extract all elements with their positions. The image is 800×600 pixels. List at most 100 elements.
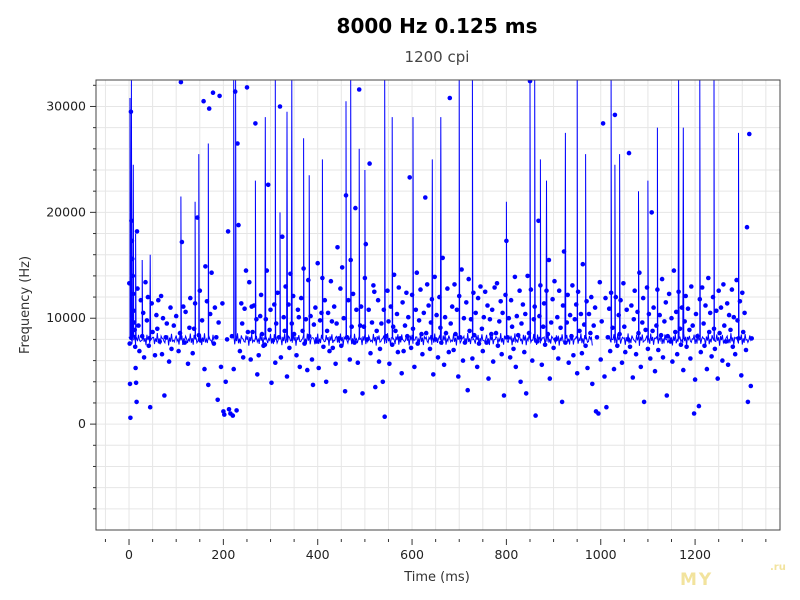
data-point <box>313 305 318 310</box>
data-point <box>139 333 145 339</box>
data-point <box>476 341 482 346</box>
data-point <box>150 329 155 335</box>
data-point <box>729 287 735 292</box>
data-point <box>138 297 144 303</box>
data-point <box>546 257 552 263</box>
data-point <box>410 326 416 332</box>
data-point <box>571 353 576 358</box>
data-point <box>490 359 496 364</box>
data-point <box>651 305 656 310</box>
data-point <box>585 365 590 371</box>
data-point <box>652 368 658 374</box>
data-point <box>706 329 712 335</box>
data-point <box>670 359 675 364</box>
data-point <box>526 330 532 336</box>
data-point <box>226 407 232 412</box>
data-point <box>688 356 693 361</box>
data-point <box>512 274 518 280</box>
data-point <box>196 332 202 338</box>
data-point <box>290 293 296 299</box>
data-point <box>668 339 673 344</box>
data-point <box>128 415 133 421</box>
data-point <box>699 285 705 290</box>
data-point <box>146 343 152 349</box>
data-point <box>330 345 336 351</box>
data-point <box>484 340 489 345</box>
data-point <box>306 277 311 283</box>
data-point <box>286 302 291 307</box>
data-point <box>718 305 724 310</box>
data-point <box>160 315 166 321</box>
data-point <box>558 325 563 331</box>
data-point <box>559 399 565 405</box>
data-point <box>199 318 205 323</box>
data-point <box>134 399 139 405</box>
data-point <box>640 320 645 325</box>
data-point <box>747 131 752 137</box>
data-point <box>714 308 719 314</box>
data-point <box>578 311 584 317</box>
data-point <box>619 360 625 366</box>
chart-title: 8000 Hz 0.125 ms <box>337 14 538 38</box>
data-point <box>748 383 754 389</box>
data-point <box>547 376 553 381</box>
data-point <box>273 360 278 366</box>
data-point <box>280 234 285 239</box>
data-point <box>538 283 543 288</box>
data-point <box>627 344 633 350</box>
data-point <box>346 297 351 303</box>
data-point <box>704 366 710 372</box>
data-point <box>472 332 477 338</box>
data-point <box>159 351 165 357</box>
data-point <box>519 321 524 326</box>
data-point <box>141 355 147 360</box>
data-point <box>130 256 135 262</box>
data-point <box>145 294 151 300</box>
data-point <box>339 265 345 270</box>
data-point <box>621 281 626 286</box>
data-point <box>341 315 347 321</box>
data-point <box>659 276 665 282</box>
data-point <box>466 276 472 282</box>
data-point <box>302 341 307 346</box>
data-point <box>679 305 685 310</box>
data-point <box>602 374 607 379</box>
data-point <box>423 330 429 336</box>
plot-frame <box>95 79 781 531</box>
data-point <box>342 389 348 394</box>
data-point <box>373 384 378 390</box>
data-point <box>633 351 639 357</box>
data-point <box>390 324 396 330</box>
data-point <box>710 294 716 300</box>
data-point <box>669 315 674 321</box>
data-point <box>321 344 326 350</box>
data-point <box>322 297 328 303</box>
data-point <box>386 319 391 324</box>
data-point <box>612 112 618 118</box>
data-point <box>211 341 217 346</box>
data-point <box>561 249 567 254</box>
data-point <box>300 328 305 334</box>
data-point <box>256 353 262 358</box>
data-point <box>721 282 726 287</box>
data-point <box>594 335 600 340</box>
data-point <box>133 365 138 371</box>
data-point <box>565 292 570 298</box>
data-point <box>132 327 137 333</box>
data-point <box>567 312 573 318</box>
data-point <box>716 288 721 294</box>
data-point <box>460 358 466 363</box>
data-point <box>673 329 678 335</box>
data-point <box>542 342 548 348</box>
data-point <box>232 89 238 94</box>
data-point <box>545 331 551 337</box>
data-point <box>539 362 545 368</box>
data-point <box>433 337 438 342</box>
data-point <box>566 360 571 366</box>
data-point <box>298 295 304 301</box>
data-point <box>555 314 560 320</box>
x-axis-label: Time (ms) <box>403 570 470 585</box>
data-point <box>658 332 664 338</box>
data-point <box>536 218 541 224</box>
data-point <box>489 331 494 337</box>
